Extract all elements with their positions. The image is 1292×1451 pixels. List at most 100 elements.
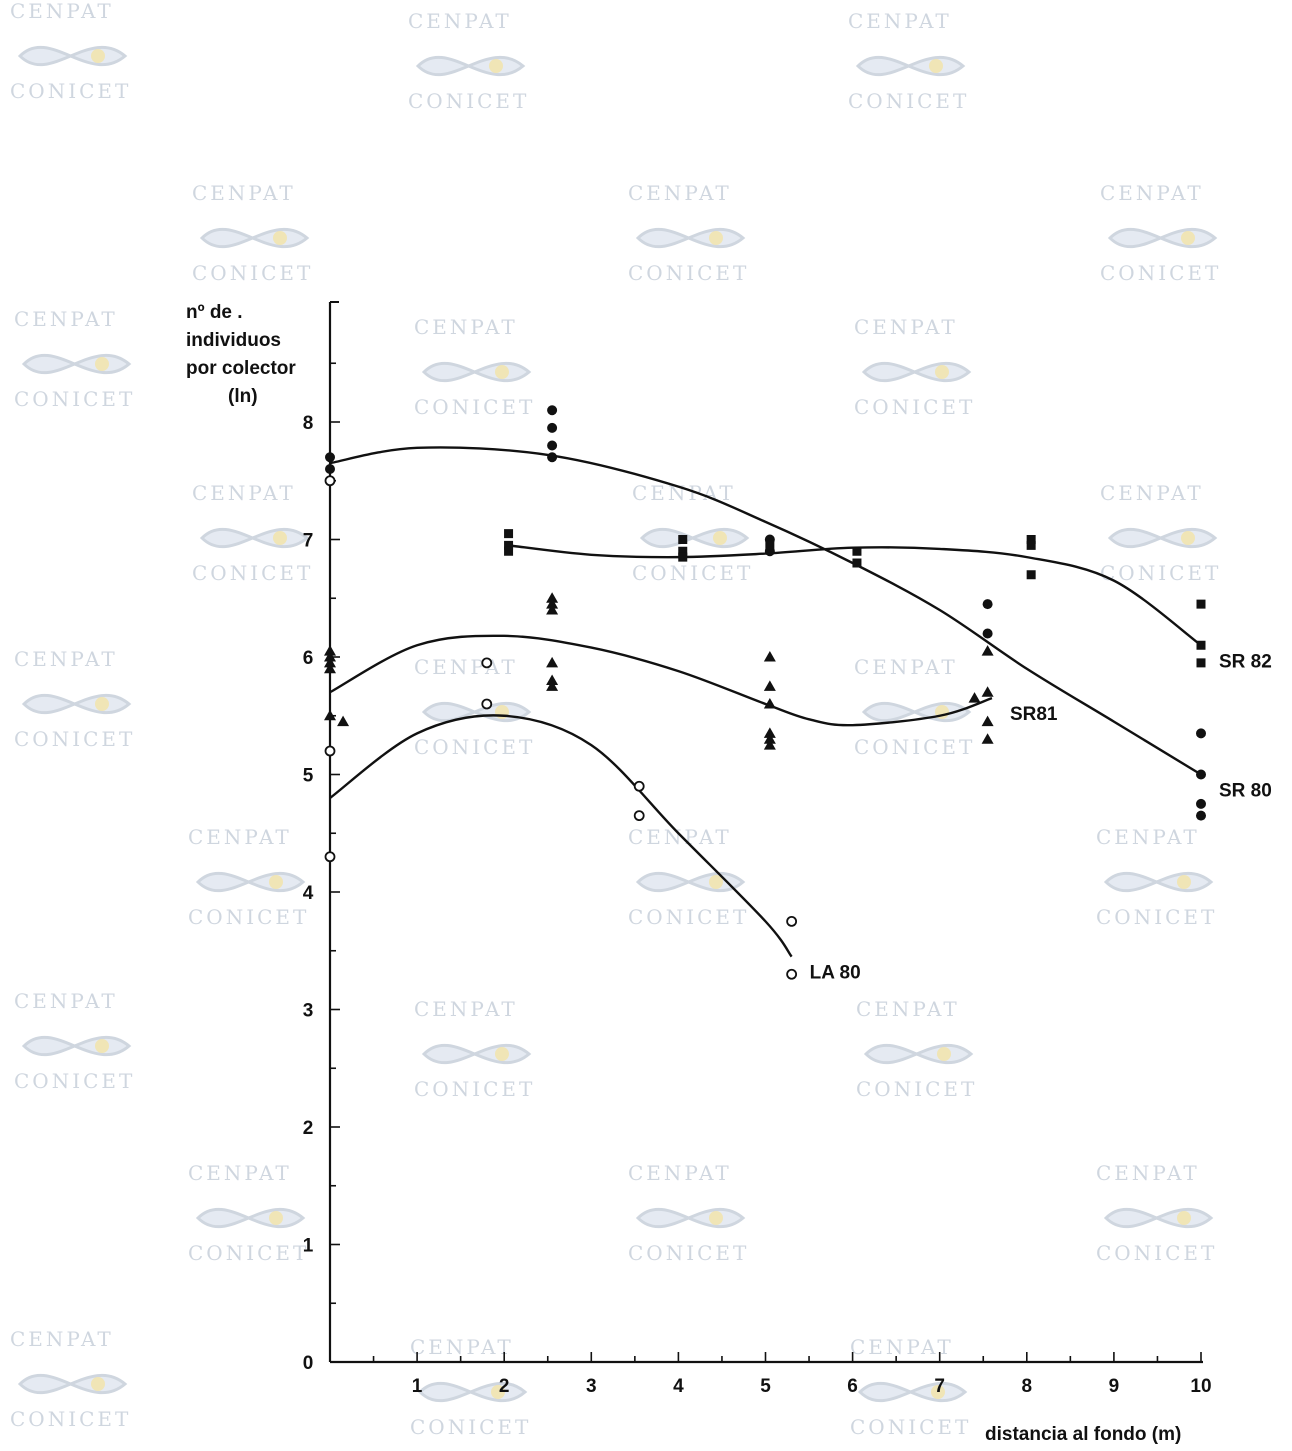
- watermark-top-text: CENPAT: [1096, 1161, 1200, 1185]
- watermark-bottom-text: CONICET: [10, 1407, 131, 1431]
- watermark-bottom-text: CONICET: [628, 1241, 749, 1265]
- y-axis-title-line: por colector: [186, 358, 296, 379]
- watermark-sun-icon: [709, 1211, 723, 1225]
- watermark-sun-icon: [495, 365, 509, 379]
- series-label: SR 82: [1219, 651, 1272, 672]
- data-point: [786, 968, 798, 980]
- series-label: SR81: [1010, 704, 1058, 725]
- y-tick-label: 0: [303, 1353, 314, 1374]
- data-point: [546, 674, 559, 685]
- watermark-top-text: CENPAT: [14, 647, 118, 671]
- watermark-top-text: CENPAT: [1100, 481, 1204, 505]
- watermark-logo: CENPAT CONICET: [10, 1327, 131, 1431]
- y-tick-label: 2: [303, 1118, 314, 1139]
- series-label: SR 80: [1219, 781, 1272, 802]
- watermark-infinity-icon: [421, 701, 532, 723]
- data-point: [547, 405, 558, 416]
- data-point: [786, 915, 798, 927]
- watermark-bottom-text: CONICET: [628, 905, 749, 929]
- data-point: [763, 698, 776, 709]
- data-point: [633, 780, 645, 792]
- watermark-bottom-text: CONICET: [410, 1415, 531, 1439]
- watermark-infinity-icon: [1107, 527, 1218, 549]
- watermark-top-text: CENPAT: [850, 1335, 954, 1359]
- watermark-sun-icon: [1177, 1211, 1191, 1225]
- data-point: [982, 628, 993, 639]
- watermark-bottom-text: CONICET: [856, 1077, 977, 1101]
- axes: 0 1 2 3 4 5 6 7 8 1 2 3 4 5 6 7 8 9 10: [303, 301, 1212, 1397]
- y-axis-title-line: individuos: [186, 330, 281, 351]
- data-point: [763, 680, 776, 691]
- watermark-bottom-text: CONICET: [1100, 561, 1221, 585]
- watermark-infinity-icon: [195, 871, 306, 893]
- watermark-bottom-text: CONICET: [848, 89, 969, 113]
- data-point: [1196, 599, 1206, 609]
- data-point: [1196, 728, 1206, 739]
- watermark-top-text: CENPAT: [10, 1327, 114, 1351]
- data-point: [763, 739, 776, 750]
- watermark-layer: CENPAT CONICET CENPAT CONICET CENPAT CONICET C…: [10, 0, 1221, 1439]
- data-point: [981, 645, 994, 656]
- watermark-sun-icon: [95, 1039, 109, 1053]
- watermark-infinity-icon: [21, 693, 132, 715]
- data-point: [1026, 570, 1036, 580]
- watermark-top-text: CENPAT: [192, 481, 296, 505]
- watermark-top-text: CENPAT: [854, 655, 958, 679]
- watermark-top-text: CENPAT: [410, 1335, 514, 1359]
- watermark-bottom-text: CONICET: [192, 561, 313, 585]
- watermark-infinity-icon: [1103, 1207, 1214, 1229]
- y-axis-title-line: nº de .: [186, 302, 243, 323]
- x-tick-label: 6: [847, 1376, 858, 1397]
- data-point: [504, 540, 514, 550]
- watermark-bottom-text: CONICET: [14, 727, 135, 751]
- data-point: [324, 651, 336, 662]
- watermark-infinity-icon: [421, 1043, 532, 1065]
- watermark-infinity-icon: [863, 1043, 974, 1065]
- series-labels: SR 80 SR 82 SR81 LA 80: [810, 651, 1272, 983]
- watermark-top-text: CENPAT: [188, 1161, 292, 1185]
- data-point: [546, 680, 559, 691]
- watermark-sun-icon: [1181, 231, 1195, 245]
- watermark-infinity-icon: [421, 361, 532, 383]
- watermark-bottom-text: CONICET: [1096, 1241, 1217, 1265]
- watermark-bottom-text: CONICET: [1100, 261, 1221, 285]
- watermark-sun-icon: [931, 1385, 945, 1399]
- data-point: [337, 715, 350, 727]
- data-point: [1196, 640, 1206, 650]
- data-point: [678, 552, 688, 562]
- watermark-sun-icon: [273, 231, 287, 245]
- watermark-infinity-icon: [635, 227, 746, 249]
- y-tick-label: 3: [303, 1001, 314, 1022]
- watermark-logo: CENPAT CONICET: [14, 647, 135, 751]
- watermark-top-text: CENPAT: [414, 655, 518, 679]
- watermark-sun-icon: [1181, 531, 1195, 545]
- data-points: [324, 405, 1206, 980]
- y-axis-title-line: (ln): [228, 386, 258, 407]
- y-tick-label: 1: [303, 1236, 314, 1257]
- watermark-logo: CENPAT CONICET: [192, 481, 313, 585]
- watermark-bottom-text: CONICET: [188, 1241, 309, 1265]
- data-point: [633, 810, 645, 822]
- watermark-bottom-text: CONICET: [188, 905, 309, 929]
- watermark-sun-icon: [1177, 875, 1191, 889]
- watermark-bottom-text: CONICET: [854, 735, 975, 759]
- data-point: [981, 715, 994, 727]
- data-point: [547, 452, 558, 463]
- watermark-sun-icon: [273, 531, 287, 545]
- data-point: [546, 656, 559, 668]
- x-tick-label: 9: [1109, 1376, 1120, 1397]
- watermark-sun-icon: [91, 1377, 105, 1391]
- watermark-bottom-text: CONICET: [632, 561, 753, 585]
- watermark-bottom-text: CONICET: [414, 395, 535, 419]
- y-tick-label: 8: [303, 413, 314, 434]
- watermark-infinity-icon: [199, 527, 310, 549]
